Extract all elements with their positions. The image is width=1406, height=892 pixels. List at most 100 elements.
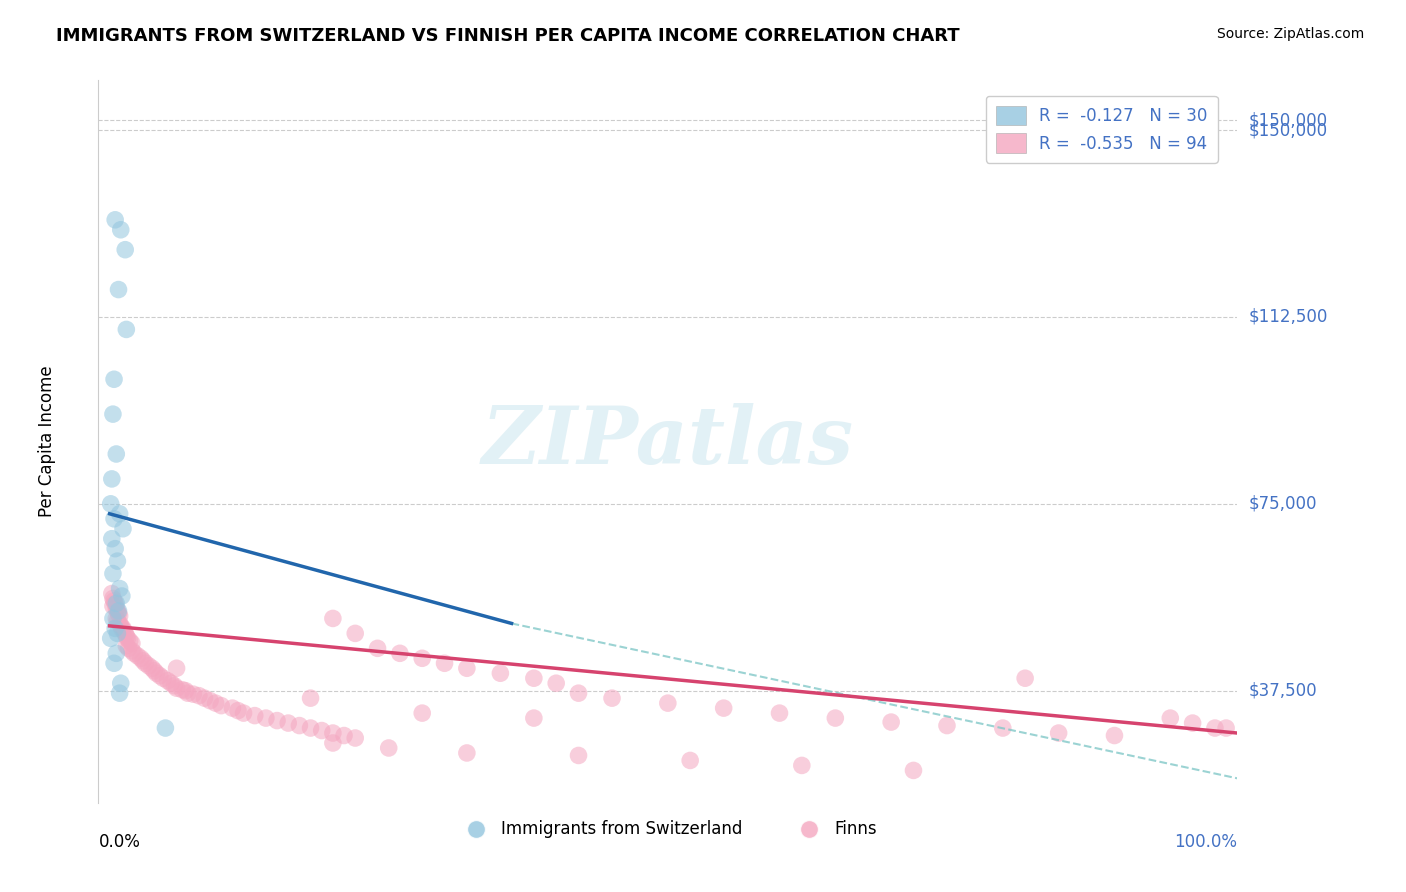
- Point: [679, 754, 702, 768]
- Text: IMMIGRANTS FROM SWITZERLAND VS FINNISH PER CAPITA INCOME CORRELATION CHART: IMMIGRANTS FROM SWITZERLAND VS FINNISH P…: [56, 27, 960, 45]
- Point: [880, 715, 903, 730]
- Text: $75,000: $75,000: [1249, 495, 1317, 513]
- Point: [411, 651, 433, 665]
- Point: [110, 619, 132, 633]
- Point: [101, 586, 124, 600]
- Point: [107, 604, 129, 618]
- Point: [322, 726, 344, 740]
- Point: [105, 447, 128, 461]
- Point: [107, 283, 129, 297]
- Text: Per Capita Income: Per Capita Income: [38, 366, 56, 517]
- Point: [523, 711, 546, 725]
- Point: [344, 731, 367, 745]
- Point: [768, 706, 790, 720]
- Point: [311, 723, 333, 738]
- Point: [523, 671, 546, 685]
- Point: [103, 512, 125, 526]
- Point: [288, 718, 311, 732]
- Point: [198, 693, 221, 707]
- Point: [107, 554, 129, 568]
- Point: [1204, 721, 1226, 735]
- Point: [105, 601, 128, 615]
- Point: [101, 566, 124, 581]
- Point: [1181, 716, 1204, 731]
- Point: [152, 671, 174, 685]
- Point: [103, 594, 125, 608]
- Point: [936, 718, 959, 732]
- Point: [299, 721, 322, 735]
- Point: [104, 212, 127, 227]
- Point: [108, 582, 131, 596]
- Point: [111, 621, 134, 635]
- Point: [221, 701, 243, 715]
- Point: [187, 689, 209, 703]
- Point: [121, 644, 143, 658]
- Point: [107, 607, 129, 621]
- Point: [115, 639, 138, 653]
- Point: [149, 669, 172, 683]
- Point: [115, 629, 138, 643]
- Point: [1215, 721, 1237, 735]
- Text: $150,000: $150,000: [1249, 112, 1327, 129]
- Point: [243, 708, 266, 723]
- Point: [108, 686, 131, 700]
- Point: [160, 676, 183, 690]
- Point: [489, 666, 512, 681]
- Point: [104, 621, 127, 635]
- Point: [110, 676, 132, 690]
- Point: [114, 626, 136, 640]
- Point: [367, 641, 389, 656]
- Point: [546, 676, 568, 690]
- Point: [232, 706, 254, 720]
- Point: [143, 664, 166, 678]
- Point: [107, 604, 129, 618]
- Point: [277, 716, 299, 731]
- Point: [132, 654, 155, 668]
- Point: [134, 657, 156, 671]
- Point: [101, 611, 124, 625]
- Point: [344, 626, 367, 640]
- Point: [155, 721, 177, 735]
- Point: [103, 657, 125, 671]
- Point: [1014, 671, 1036, 685]
- Point: [145, 666, 167, 681]
- Point: [456, 746, 478, 760]
- Point: [105, 611, 128, 625]
- Point: [657, 696, 679, 710]
- Point: [112, 624, 135, 638]
- Point: [193, 691, 215, 706]
- Point: [204, 696, 226, 710]
- Point: [209, 698, 232, 713]
- Point: [104, 597, 127, 611]
- Point: [333, 729, 356, 743]
- Point: [129, 651, 152, 665]
- Point: [156, 673, 179, 688]
- Point: [567, 686, 589, 700]
- Point: [388, 646, 411, 660]
- Point: [790, 758, 813, 772]
- Point: [166, 681, 188, 696]
- Point: [163, 679, 186, 693]
- Point: [1047, 726, 1070, 740]
- Point: [100, 632, 122, 646]
- Point: [117, 641, 139, 656]
- Point: [103, 372, 125, 386]
- Point: [115, 322, 138, 336]
- Text: 0.0%: 0.0%: [98, 833, 141, 851]
- Text: ZIPatlas: ZIPatlas: [482, 403, 853, 480]
- Point: [322, 736, 344, 750]
- Point: [108, 616, 131, 631]
- Point: [101, 599, 124, 613]
- Point: [172, 682, 194, 697]
- Point: [174, 683, 197, 698]
- Point: [110, 223, 132, 237]
- Point: [114, 243, 136, 257]
- Point: [101, 472, 124, 486]
- Point: [141, 661, 163, 675]
- Point: [299, 691, 322, 706]
- Text: $112,500: $112,500: [1249, 308, 1327, 326]
- Point: [1159, 711, 1181, 725]
- Point: [456, 661, 478, 675]
- Point: [433, 657, 456, 671]
- Point: [107, 614, 129, 628]
